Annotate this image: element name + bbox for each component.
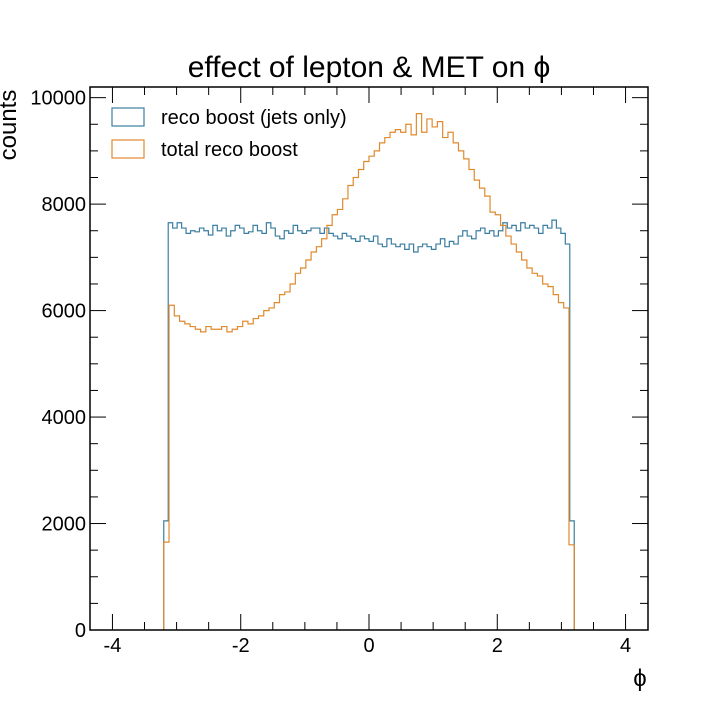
y-tick-label: 6000 [42, 301, 87, 323]
legend: reco boost (jets only) total reco boost [111, 107, 347, 161]
legend-label-0: reco boost (jets only) [161, 107, 347, 129]
x-tick-label: 2 [492, 635, 503, 657]
axes: -4 -2 0 2 4 0 2000 4000 6000 8000 10000 [30, 86, 649, 657]
legend-label-1: total reco boost [161, 139, 298, 161]
y-tick-label: 2000 [42, 514, 87, 536]
y-tick-label: 8000 [42, 194, 87, 216]
series-line-1 [163, 113, 575, 630]
y-tick-label: 4000 [42, 407, 87, 429]
series-layer [163, 113, 575, 630]
x-tick-label: 0 [363, 635, 374, 657]
series-line-0 [163, 219, 575, 630]
legend-swatch-0 [111, 107, 145, 127]
y-axis-label: counts [0, 90, 22, 161]
x-tick-label: -4 [104, 635, 122, 657]
legend-swatch-1 [111, 139, 145, 159]
y-tick-label: 10000 [30, 88, 86, 110]
chart-title: effect of lepton & MET on ϕ [188, 51, 551, 84]
x-axis-label: ϕ [633, 665, 646, 692]
x-tick-label: -2 [232, 635, 250, 657]
y-tick-label: 0 [75, 620, 86, 642]
x-tick-label: 4 [620, 635, 631, 657]
